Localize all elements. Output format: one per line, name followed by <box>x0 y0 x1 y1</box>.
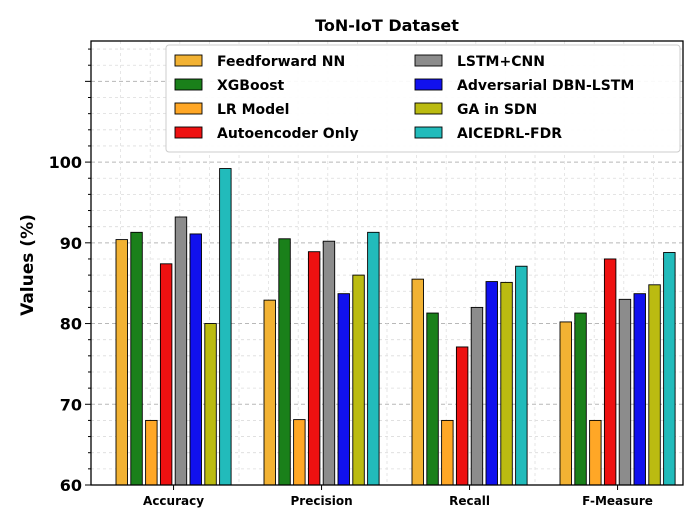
bar <box>470 306 484 486</box>
bar <box>159 263 173 486</box>
bar <box>603 258 617 486</box>
bar <box>515 265 528 486</box>
x-tick-label: F-Measure <box>582 494 653 508</box>
axis-ticks: 60 70 80 90 100 Accuracy Precision Recall F-Meas… <box>49 48 653 508</box>
x-tick-label: Precision <box>290 494 352 508</box>
legend-label: LSTM+CNN <box>457 54 545 70</box>
chart-title: ToN-IoT Dataset <box>315 16 459 35</box>
legend-box <box>165 44 681 153</box>
legend-label: Adversarial DBN-LSTM <box>457 78 634 94</box>
bar <box>485 281 498 486</box>
legend-swatch <box>174 54 203 67</box>
bar <box>293 419 306 486</box>
bar <box>174 216 188 486</box>
y-axis-label: Values (%) <box>18 214 38 316</box>
x-tick-label: Recall <box>449 494 490 508</box>
bar <box>189 233 202 486</box>
legend-label: XGBoost <box>217 78 285 94</box>
y-tick-label: 80 <box>60 315 82 334</box>
legend-swatch <box>414 126 443 139</box>
legend-swatch <box>174 126 203 139</box>
bar <box>411 278 424 486</box>
bar <box>219 168 232 486</box>
plot-frame <box>90 40 684 486</box>
legend-swatch <box>414 102 443 115</box>
bar <box>589 419 602 486</box>
y-tick-label: 60 <box>60 476 82 495</box>
y-tick-label: 70 <box>60 395 82 414</box>
bar <box>204 323 217 486</box>
bar <box>441 419 454 486</box>
bar <box>633 293 646 486</box>
legend-swatch <box>414 54 443 67</box>
bar <box>130 231 143 486</box>
bar <box>559 321 572 486</box>
legend-label: GA in SDN <box>457 102 537 118</box>
bar <box>263 299 276 486</box>
legend-label: Autoencoder Only <box>217 126 359 142</box>
legend-swatch <box>174 102 203 115</box>
bars <box>115 168 676 486</box>
bar <box>426 312 439 486</box>
bar <box>367 231 380 486</box>
bar <box>352 274 365 486</box>
legend-swatch <box>414 78 443 91</box>
bar <box>307 251 321 486</box>
bar <box>337 293 350 486</box>
legend-label: AICEDRL-FDR <box>457 126 562 142</box>
bar <box>574 312 587 486</box>
bar <box>145 419 158 486</box>
bar <box>648 284 661 486</box>
legend: Feedforward NN XGBoost LR Model Autoencoder… <box>165 44 681 153</box>
bar <box>115 239 128 486</box>
y-tick-label: 100 <box>49 153 82 172</box>
y-tick-label: 90 <box>60 234 82 253</box>
bar <box>278 238 291 486</box>
bar <box>322 240 336 486</box>
bar <box>500 281 513 486</box>
bar <box>455 346 469 486</box>
bar <box>663 252 676 486</box>
bar <box>618 298 632 486</box>
legend-label: LR Model <box>217 102 289 118</box>
legend-label: Feedforward NN <box>217 54 345 70</box>
legend-swatch <box>174 78 203 91</box>
x-tick-label: Accuracy <box>143 494 204 508</box>
